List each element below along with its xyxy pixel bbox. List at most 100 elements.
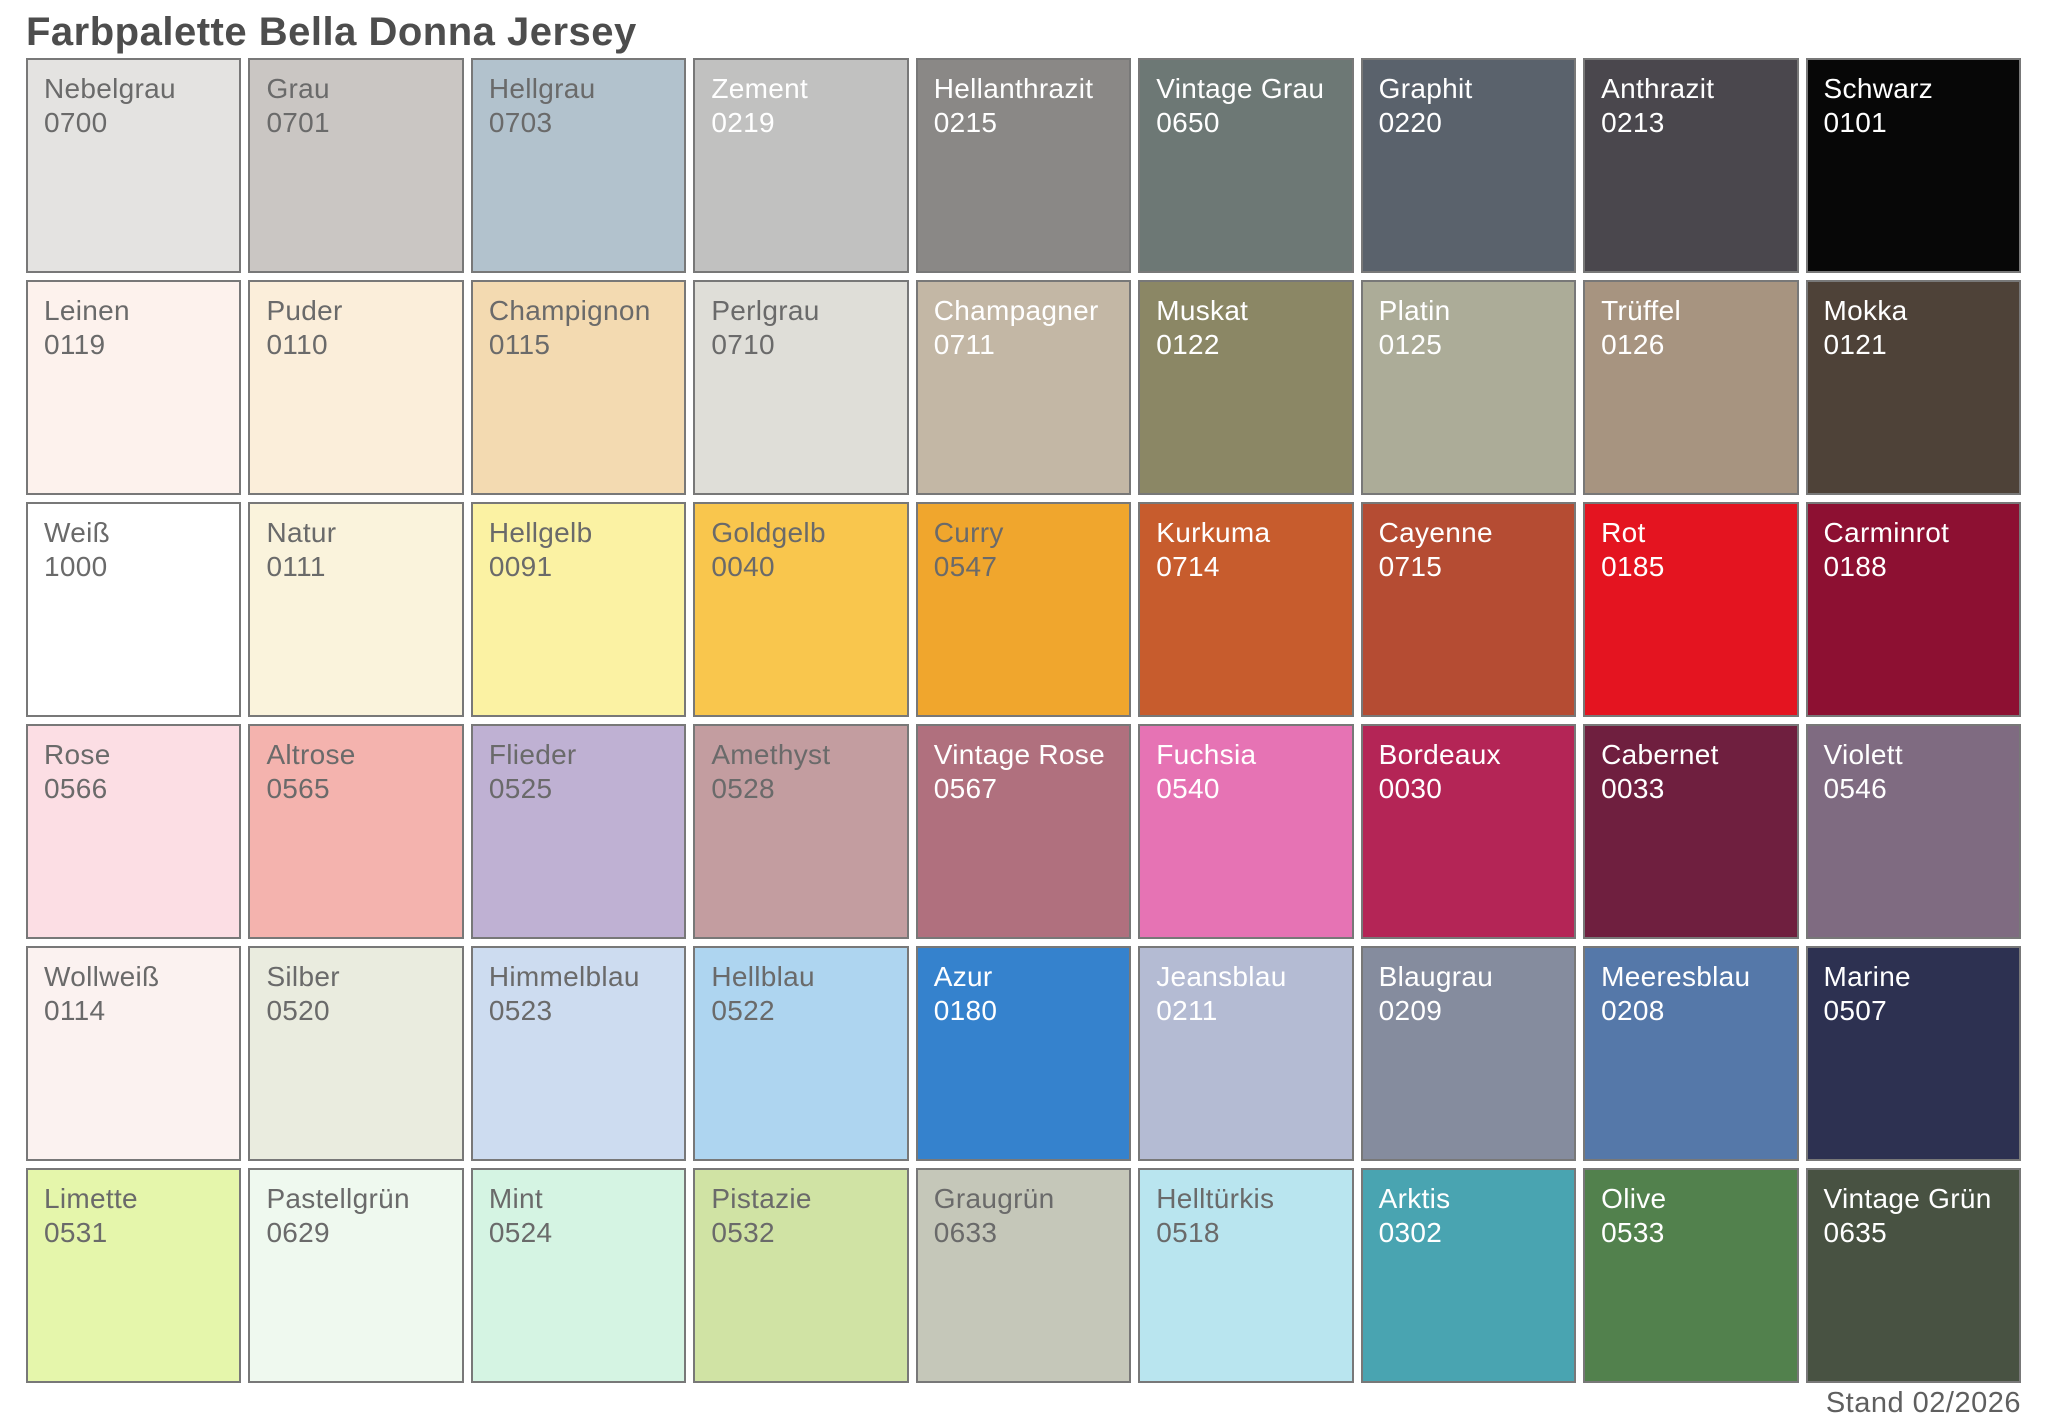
- color-swatch: Pastellgrün 0629: [248, 1168, 464, 1383]
- swatch-name: Wollweiß: [44, 961, 160, 992]
- color-swatch: Himmelblau 0523: [470, 946, 687, 1161]
- swatch-name: Silber: [266, 961, 340, 992]
- color-swatch: Rose 0566: [26, 724, 242, 939]
- swatch-code: 0633: [933, 1217, 998, 1249]
- swatch-name: Jeansblau: [1156, 961, 1287, 992]
- swatch-code: 0710: [711, 329, 775, 361]
- swatch-name: Blaugrau: [1378, 961, 1494, 992]
- color-swatch: Violett 0546: [1805, 724, 2021, 939]
- color-swatch: Arktis 0302: [1360, 1168, 1577, 1383]
- swatch-name: Champagner: [933, 295, 1099, 326]
- swatch-name: Curry: [933, 517, 1004, 548]
- color-swatch: Wollweiß 0114: [26, 946, 242, 1161]
- swatch-code: 0546: [1823, 773, 1888, 805]
- color-swatch: Anthrazit 0213: [1583, 58, 1799, 273]
- swatch-name: Weiß: [44, 517, 111, 548]
- swatch-code: 0101: [1823, 107, 1888, 139]
- swatch-code: 0522: [711, 995, 775, 1027]
- color-swatch: Vintage Rose 0567: [915, 724, 1132, 939]
- swatch-name: Arktis: [1378, 1183, 1451, 1214]
- swatch-code: 0040: [711, 551, 775, 583]
- color-swatch: Schwarz 0101: [1805, 58, 2021, 273]
- color-swatch: Amethyst 0528: [693, 724, 909, 939]
- swatch-name: Cabernet: [1601, 739, 1719, 770]
- color-swatch: Cabernet 0033: [1583, 724, 1799, 939]
- color-swatch: Zement 0219: [693, 58, 909, 273]
- swatch-code: 0715: [1378, 551, 1443, 583]
- swatch-name: Amethyst: [711, 739, 831, 770]
- color-swatch: Fuchsia 0540: [1138, 724, 1354, 939]
- color-swatch: Rot 0185: [1583, 502, 1799, 717]
- swatch-code: 0566: [44, 773, 108, 805]
- swatch-code: 0540: [1156, 773, 1220, 805]
- swatch-name: Rot: [1601, 517, 1646, 548]
- swatch-name: Goldgelb: [711, 517, 826, 548]
- swatch-code: 0215: [933, 107, 998, 139]
- color-swatch: Bordeaux 0030: [1360, 724, 1577, 939]
- swatch-code: 0302: [1378, 1217, 1443, 1249]
- swatch-code: 0533: [1601, 1217, 1665, 1249]
- color-swatch: Muskat 0122: [1138, 280, 1354, 495]
- color-swatch: Champagner 0711: [915, 280, 1132, 495]
- swatch-name: Perlgrau: [711, 295, 820, 326]
- color-swatch: Meeresblau 0208: [1583, 946, 1799, 1161]
- color-swatch: Pistazie 0532: [693, 1168, 909, 1383]
- swatch-name: Kurkuma: [1156, 517, 1271, 548]
- swatch-name: Hellanthrazit: [933, 73, 1094, 104]
- color-swatch: Azur 0180: [915, 946, 1132, 1161]
- swatch-name: Pastellgrün: [266, 1183, 410, 1214]
- swatch-code: 0121: [1823, 329, 1888, 361]
- swatch-name: Limette: [44, 1183, 138, 1214]
- swatch-name: Olive: [1601, 1183, 1667, 1214]
- swatch-code: 0520: [266, 995, 330, 1027]
- swatch-name: Schwarz: [1823, 73, 1934, 104]
- swatch-name: Flieder: [488, 739, 577, 770]
- color-swatch: Grau 0701: [248, 58, 464, 273]
- swatch-name: Azur: [933, 961, 993, 992]
- color-swatch: Kurkuma 0714: [1138, 502, 1354, 717]
- swatch-code: 0703: [488, 107, 553, 139]
- swatch-name: Violett: [1823, 739, 1903, 770]
- color-swatch: Leinen 0119: [26, 280, 242, 495]
- version-date-label: Stand 02/2026: [1825, 1387, 2021, 1419]
- color-swatch: Perlgrau 0710: [693, 280, 909, 495]
- color-swatch: Helltürkis 0518: [1138, 1168, 1354, 1383]
- swatch-name: Cayenne: [1378, 517, 1493, 548]
- swatch-code: 0033: [1601, 773, 1665, 805]
- swatch-code: 0532: [711, 1217, 775, 1249]
- swatch-name: Champignon: [488, 295, 651, 326]
- swatch-name: Helltürkis: [1156, 1183, 1275, 1214]
- color-swatch: Champignon 0115: [470, 280, 687, 495]
- color-swatch: Carminrot 0188: [1805, 502, 2021, 717]
- swatch-code: 0125: [1378, 329, 1443, 361]
- swatch-code: 0213: [1601, 107, 1665, 139]
- swatch-code: 0528: [711, 773, 775, 805]
- swatch-code: 0219: [711, 107, 775, 139]
- color-swatch: Graugrün 0633: [915, 1168, 1132, 1383]
- swatch-name: Vintage Grau: [1156, 73, 1325, 104]
- swatch-name: Hellblau: [711, 961, 815, 992]
- swatch-code: 0030: [1378, 773, 1443, 805]
- color-swatch: Mint 0524: [470, 1168, 687, 1383]
- swatch-code: 0211: [1156, 995, 1218, 1027]
- swatch-code: 0701: [266, 107, 330, 139]
- page-title: Farbpalette Bella Donna Jersey: [26, 10, 637, 54]
- swatch-code: 0115: [488, 329, 551, 361]
- swatch-name: Anthrazit: [1601, 73, 1715, 104]
- swatch-code: 0567: [933, 773, 998, 805]
- color-swatch: Graphit 0220: [1360, 58, 1577, 273]
- swatch-name: Grau: [266, 73, 330, 104]
- swatch-code: 0180: [933, 995, 998, 1027]
- swatch-name: Vintage Grün: [1823, 1183, 1992, 1214]
- swatch-name: Marine: [1823, 961, 1911, 992]
- swatch-name: Graphit: [1378, 73, 1473, 104]
- swatch-name: Muskat: [1156, 295, 1249, 326]
- swatch-code: 0091: [488, 551, 553, 583]
- swatch-name: Platin: [1378, 295, 1451, 326]
- color-swatch: Altrose 0565: [248, 724, 464, 939]
- swatch-name: Fuchsia: [1156, 739, 1257, 770]
- swatch-name: Graugrün: [933, 1183, 1055, 1214]
- swatch-name: Natur: [266, 517, 337, 548]
- color-swatch: Limette 0531: [26, 1168, 242, 1383]
